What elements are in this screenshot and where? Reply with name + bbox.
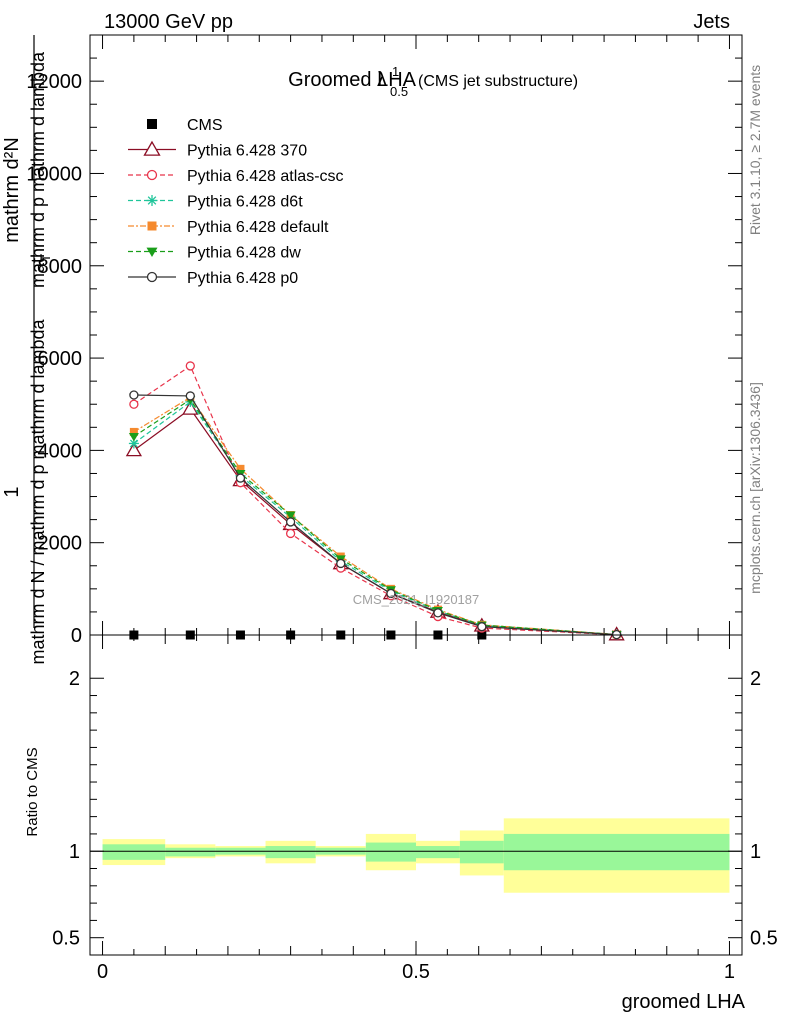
legend-entry-4: Pythia 6.428 default — [128, 219, 329, 236]
series-2-point-1 — [185, 361, 195, 371]
legend-marker-3 — [146, 195, 158, 206]
legend-entry-0: CMS — [147, 117, 223, 134]
main-ytick-label-6: 12000 — [26, 71, 82, 93]
ratio-xlabel: groomed LHA — [622, 991, 746, 1013]
series-2-point-0 — [129, 399, 139, 409]
series-6-point-2 — [235, 473, 246, 483]
ratio-xtick-label-1: 0.5 — [402, 961, 430, 983]
ratio-inner-band-7 — [459, 840, 504, 864]
ratio-xtick-label-2: 1 — [724, 961, 735, 983]
ylabel-subT: T — [37, 253, 53, 262]
legend-marker-6 — [146, 271, 158, 283]
legend-entry-2: Pythia 6.428 atlas-csc — [128, 168, 344, 185]
main-y-axis: 0 2000 4000 6000 8000 10000 12000 — [26, 34, 742, 647]
series-6 — [129, 390, 622, 640]
series-6-point-3 — [285, 517, 296, 527]
series-6-point-0 — [129, 390, 139, 400]
ylabel-big: mathrm d²N — [1, 137, 23, 243]
main-ytick-label-1: 2000 — [38, 533, 83, 555]
series-6-point-4 — [336, 558, 346, 569]
ratio-y-axis: 0.5 0.5 1 1 2 2 — [52, 668, 778, 949]
series-6-point-1 — [185, 391, 195, 401]
header-left: 13000 GeV pp — [104, 11, 233, 33]
legend-entry-6: Pythia 6.428 p0 — [128, 270, 298, 287]
series-4-point-0 — [129, 427, 138, 436]
series-5-point-0 — [128, 433, 139, 442]
legend-entry-1: Pythia 6.428 370 — [128, 140, 307, 160]
ratio-ytick-label-right-0: 0.5 — [750, 928, 778, 950]
ylabel-mid: mathrm d p mathrm d lambda — [28, 51, 48, 288]
ratio-ytick-label-right-2: 2 — [750, 668, 761, 690]
ratio-ytick-label-right-1: 1 — [750, 841, 761, 863]
ratio-x-axis: 0 0.5 1 — [97, 635, 735, 983]
ratio-inner-band-6 — [416, 846, 460, 859]
ratio-inner-band-3 — [265, 846, 316, 859]
ratio-inner-band-5 — [365, 842, 416, 862]
legend-label-6: Pythia 6.428 p0 — [187, 270, 298, 287]
series-6-point-6 — [433, 608, 443, 618]
legend-label-5: Pythia 6.428 dw — [187, 245, 301, 262]
series-6-point-7 — [477, 622, 487, 632]
ratio-inner-band-8 — [503, 833, 730, 871]
main-ytick-label-3: 6000 — [38, 348, 83, 370]
header-right: Jets — [693, 11, 730, 33]
legend-label-3: Pythia 6.428 d6t — [187, 194, 303, 211]
legend-entry-5: Pythia 6.428 dw — [128, 245, 301, 262]
ylabel-numerator: 1 — [1, 486, 23, 497]
mcplots-label: mcplots.cern.ch [arXiv:1306.3436] — [747, 382, 763, 594]
ratio-inner-band-0 — [102, 844, 166, 860]
legend-marker-5 — [146, 247, 158, 257]
legend-marker-1 — [143, 140, 161, 156]
legend-marker-2 — [146, 169, 158, 181]
main-series-layer — [125, 361, 625, 641]
series-4-point-2 — [236, 464, 245, 473]
series-1-point-1 — [182, 400, 199, 415]
chart-title: Groomed LHA — [288, 69, 416, 91]
legend-marker-4 — [147, 221, 157, 231]
ratio-inner-band-1 — [165, 847, 216, 857]
legend-label-4: Pythia 6.428 default — [187, 219, 329, 236]
ratio-panel: 0.5 0.51 12 2 0 0.5 1 Ratio to CMS groomed LH… — [24, 634, 778, 1013]
title-lambda: λ — [377, 69, 387, 91]
title-sup: 1 — [392, 64, 399, 79]
main-ytick-label-5: 10000 — [26, 163, 82, 185]
ratio-ylabel: Ratio to CMS — [24, 747, 41, 836]
legend-label-1: Pythia 6.428 370 — [187, 143, 307, 160]
main-ylabel: 1 mathrm d N / mathrm d p mathrm d lambd… — [1, 35, 53, 665]
ratio-xtick-label-0: 0 — [97, 961, 108, 983]
main-ytick-label-2: 4000 — [38, 440, 83, 462]
main-ytick-label-0: 0 — [71, 625, 82, 647]
title-sub: 0.5 — [390, 84, 408, 99]
main-x-ticks — [102, 35, 730, 635]
ylabel-denominator: mathrm d N / mathrm d p mathrm d lambda — [28, 318, 48, 664]
ratio-ytick-label-1: 1 — [69, 841, 80, 863]
series-line-2 — [133, 365, 617, 636]
series-1-point-0 — [125, 442, 143, 457]
legend-label-0: CMS — [187, 117, 223, 134]
ratio-ytick-label-0: 0.5 — [52, 928, 80, 950]
legend-marker-0 — [147, 119, 157, 129]
legend-label-2: Pythia 6.428 atlas-csc — [187, 168, 344, 185]
chart-subtitle: (CMS jet substructure) — [418, 73, 578, 90]
legend-entry-3: Pythia 6.428 d6t — [128, 194, 303, 211]
main-ytick-label-4: 8000 — [38, 256, 83, 278]
series-5-point-3 — [285, 511, 296, 520]
chart-title-text: Groomed LHA — [288, 69, 416, 91]
ratio-frame — [89, 634, 743, 956]
series-line-4 — [133, 396, 617, 636]
ratio-bands — [102, 818, 730, 893]
rivet-label: Rivet 3.1.10, ≥ 2.7M events — [747, 65, 763, 235]
series-6-point-5 — [386, 588, 396, 599]
series-2-point-3 — [285, 528, 296, 539]
ratio-ytick-label-2: 2 — [69, 668, 80, 690]
watermark: CMS_2021_I1920187 — [353, 592, 480, 607]
legend: CMS Pythia 6.428 370 Pythia 6.428 atlas-cs… — [128, 117, 344, 287]
